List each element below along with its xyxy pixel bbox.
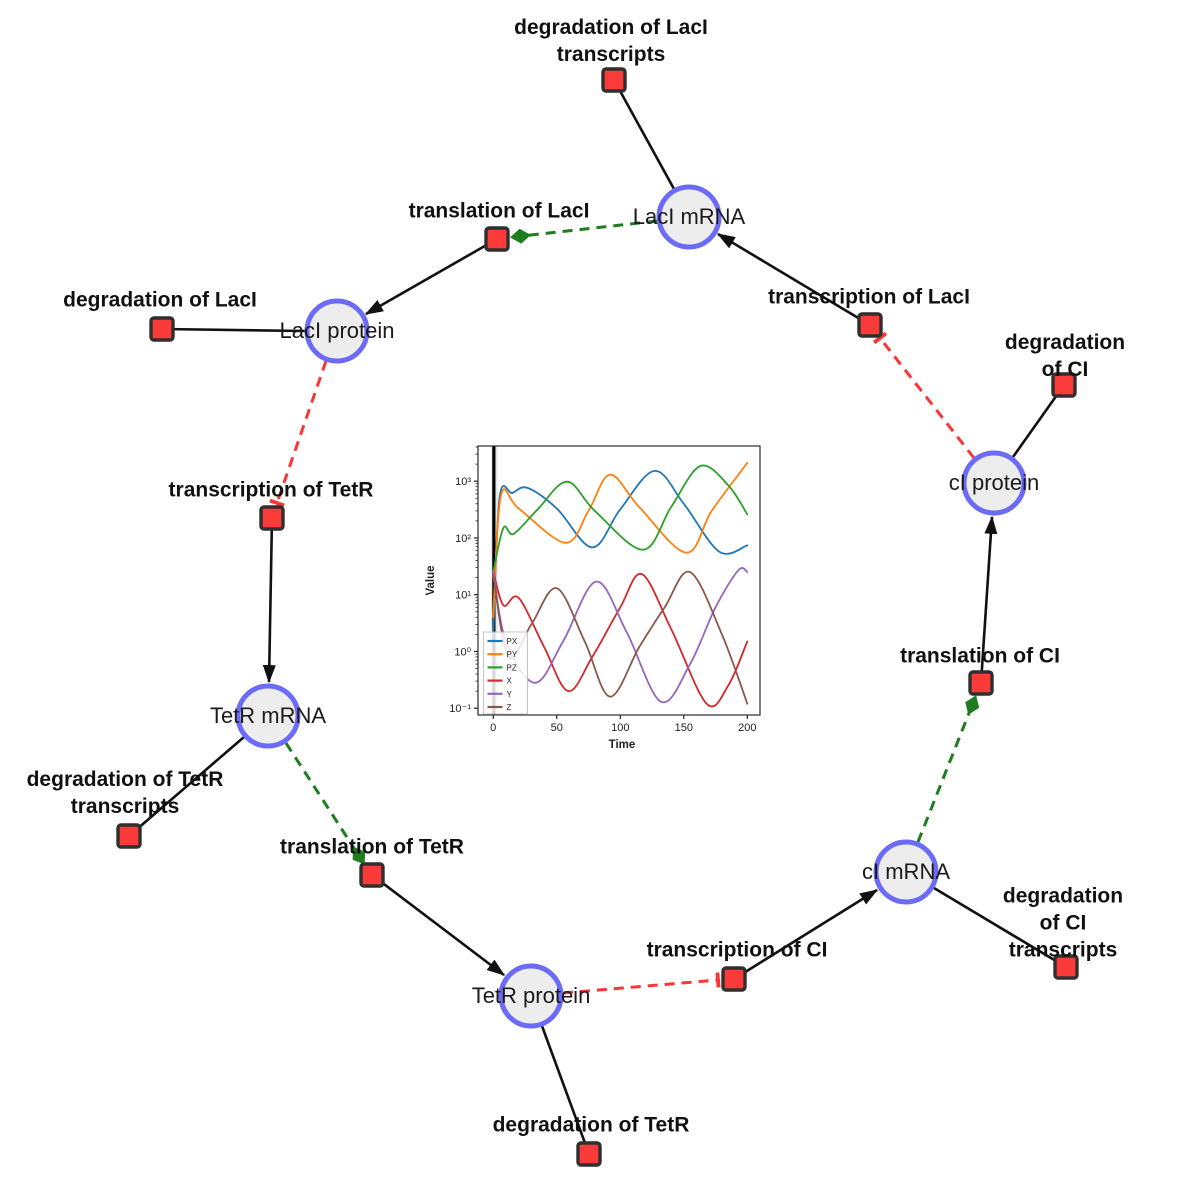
inset-chart: 0 50 100 150 200 10⁻¹ 10⁰ 10¹ 10² 10³ Time Value PX P… [425, 445, 761, 751]
reaction-node-degradation-of-ci[interactable] [1051, 372, 1077, 398]
chart-tick-label: PY [507, 650, 518, 659]
species-label: LacI mRNA [632, 203, 746, 229]
edge-cimrna-modifies-translation[interactable] [916, 695, 980, 843]
species-node-ci-protein[interactable] [961, 450, 1027, 516]
chart-tick-label: 10³ [455, 476, 471, 488]
reaction-node-degradation-of-laci[interactable] [149, 316, 175, 342]
chart-tick-label: X [507, 677, 513, 686]
reaction-node-degradation-of-ci-transcripts[interactable] [1053, 954, 1079, 980]
reaction-label: translation of LacI [408, 199, 590, 223]
edge-laciprotein-inhibits-transcription-tetr[interactable] [269, 360, 328, 508]
reaction-label: degradation of LacI [63, 288, 257, 312]
chart-frame [477, 445, 761, 716]
reaction-node-translation-of-ci[interactable] [968, 670, 994, 696]
chart-tick-label: 200 [738, 722, 756, 734]
reaction-label: degradation of TetR transcripts [26, 768, 224, 818]
reaction-node-transcription-of-ci[interactable] [721, 966, 747, 992]
edge-translation-laci-to-laciprotein[interactable] [364, 237, 498, 316]
edge-lacimrna-degradation[interactable] [612, 79, 676, 190]
reaction-label: transcription of LacI [768, 285, 970, 309]
chart-series-PZ [492, 464, 749, 573]
species-label: LacI protein [279, 317, 395, 343]
species-label: cI mRNA [862, 858, 950, 884]
species-node-ci-mrna[interactable] [873, 839, 939, 905]
reaction-node-degradation-of-tetr[interactable] [576, 1141, 602, 1167]
edge-tetrmrna-degradation[interactable] [128, 736, 245, 837]
species-label: TetR protein [471, 982, 591, 1008]
edge-lacimrna-modifies-translation[interactable] [510, 219, 658, 244]
reaction-node-degradation-of-laci-transcripts[interactable] [601, 67, 627, 93]
reaction-label: degradation of TetR [492, 1113, 690, 1137]
reaction-label: transcription of TetR [168, 478, 374, 502]
reaction-label: degradation of CI [1004, 331, 1126, 381]
reaction-label: transcription of CI [646, 938, 828, 962]
chart-series-PY [492, 462, 749, 619]
edge-tetrmrna-modifies-translation[interactable] [284, 742, 366, 865]
reaction-label: translation of TetR [280, 835, 464, 859]
chart-tick-label: 0 [490, 722, 496, 734]
chart-legend [483, 631, 528, 715]
chart-tick-label: 100 [611, 722, 629, 734]
species-node-laci-mrna[interactable] [656, 184, 722, 250]
edge-laciprotein-degradation[interactable] [161, 327, 306, 333]
species-node-laci-protein[interactable] [304, 298, 370, 364]
chart-tick-label: Time [609, 739, 636, 751]
chart-series-PX [492, 470, 749, 636]
chart-tick-label: Value [425, 565, 437, 595]
chart-tick-label: 10⁰ [454, 646, 471, 658]
reaction-node-translation-of-laci[interactable] [484, 226, 510, 252]
chart-tick-label: Z [507, 703, 512, 712]
chart-tick-label: 10⁻¹ [449, 703, 471, 715]
reaction-label: translation of CI [900, 644, 1060, 668]
species-label: cI protein [948, 469, 1040, 495]
edge-transcription-ci-to-cimrna[interactable] [733, 888, 879, 981]
chart-tick-label: 50 [551, 722, 563, 734]
chart-tick-label: 10² [455, 533, 471, 545]
chart-tick-label: 10¹ [455, 590, 471, 602]
reaction-node-degradation-of-tetr-transcripts[interactable] [116, 823, 142, 849]
chart-tick-label: PZ [507, 663, 517, 672]
chart-tick-label: Y [507, 690, 513, 699]
edge-translation-ci-to-ciprotein[interactable] [979, 515, 998, 684]
edge-cimrna-degradation[interactable] [933, 886, 1067, 969]
reaction-node-transcription-of-tetr[interactable] [259, 505, 285, 531]
reaction-node-translation-of-tetr[interactable] [359, 862, 385, 888]
species-node-tetr-mrna[interactable] [235, 683, 301, 749]
species-node-tetr-protein[interactable] [498, 963, 564, 1029]
edge-tetrprotein-inhibits-transcription-ci[interactable] [562, 972, 721, 995]
edge-transcription-tetr-to-tetrmrna[interactable] [262, 517, 276, 684]
chart-tick-label: PX [507, 637, 518, 646]
reaction-label: degradation of LacI transcripts [514, 16, 708, 66]
edge-transcription-laci-to-lacimrna[interactable] [716, 232, 871, 327]
species-label: TetR mRNA [209, 702, 327, 728]
reaction-label: degradation of CI transcripts [1002, 884, 1124, 962]
reaction-node-transcription-of-laci[interactable] [857, 312, 883, 338]
edge-translation-tetr-to-tetrprotein[interactable] [371, 873, 506, 977]
chart-series-X [492, 570, 749, 708]
edge-tetrprotein-degradation[interactable] [540, 1025, 591, 1155]
chart-tick-label: 150 [675, 722, 693, 734]
edge-ciprotein-inhibits-transcription-laci[interactable] [872, 331, 976, 459]
